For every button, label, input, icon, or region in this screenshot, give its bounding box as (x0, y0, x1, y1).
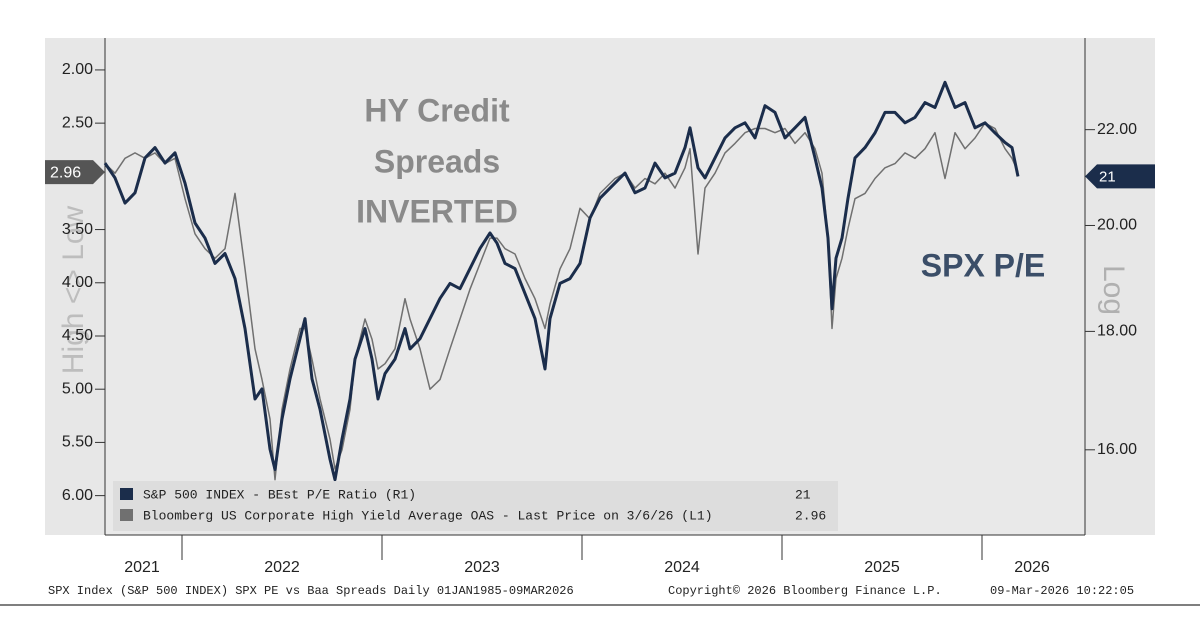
y-tick-label: 5.00 (62, 380, 93, 397)
y-tick-label: 6.00 (62, 487, 93, 504)
annotation: SPX P/E (921, 247, 1046, 283)
x-tick-label: 2021 (124, 559, 160, 576)
y2-tick-label: 22.00 (1097, 121, 1137, 138)
x-tick-label: 2026 (1014, 559, 1050, 576)
last-value-label: 2.96 (50, 164, 81, 181)
series-line (104, 122, 1019, 481)
y2-tick-label: 18.00 (1097, 323, 1137, 340)
annotation: HY Credit (364, 92, 510, 128)
y-tick-label: 4.50 (62, 327, 93, 344)
x-tick-label: 2024 (664, 559, 700, 576)
last-value-marker (1085, 164, 1155, 189)
x-tick-label: 2022 (264, 559, 300, 576)
y2-axis-label: Log (1097, 265, 1130, 315)
legend-swatch (120, 509, 133, 521)
series-line (103, 80, 1020, 482)
x-tick-label: 2023 (464, 559, 500, 576)
annotation: INVERTED (356, 193, 518, 229)
legend-last-value: 2.96 (795, 508, 826, 523)
x-tick-label: 2025 (864, 559, 900, 576)
plot-background (105, 38, 1085, 535)
y-tick-label: 2.50 (62, 114, 93, 131)
legend-entry: S&P 500 INDEX - BEst P/E Ratio (R1) (143, 487, 416, 502)
y-tick-label: 4.00 (62, 274, 93, 291)
legend-last-value: 21 (795, 487, 811, 502)
y-axis-label: High <> Low (57, 205, 90, 374)
legend-entry: Bloomberg US Corporate High Yield Averag… (143, 508, 713, 523)
y-tick-label: 5.50 (62, 434, 93, 451)
footer-source: SPX Index (S&P 500 INDEX) SPX PE vs Baa … (48, 584, 574, 598)
last-value-label: 21 (1099, 168, 1116, 185)
last-value-marker (45, 160, 105, 185)
y2-tick-label: 20.00 (1097, 217, 1137, 234)
y2-tick-label: 16.00 (1097, 441, 1137, 458)
footer-timestamp: 09-Mar-2026 10:22:05 (990, 584, 1134, 598)
y-tick-label: 2.00 (62, 61, 93, 78)
legend-box (113, 481, 838, 531)
legend-swatch (120, 488, 133, 500)
footer-copyright: Copyright© 2026 Bloomberg Finance L.P. (668, 584, 942, 598)
y-tick-label: 3.50 (62, 221, 93, 238)
annotation: Spreads (374, 143, 500, 179)
